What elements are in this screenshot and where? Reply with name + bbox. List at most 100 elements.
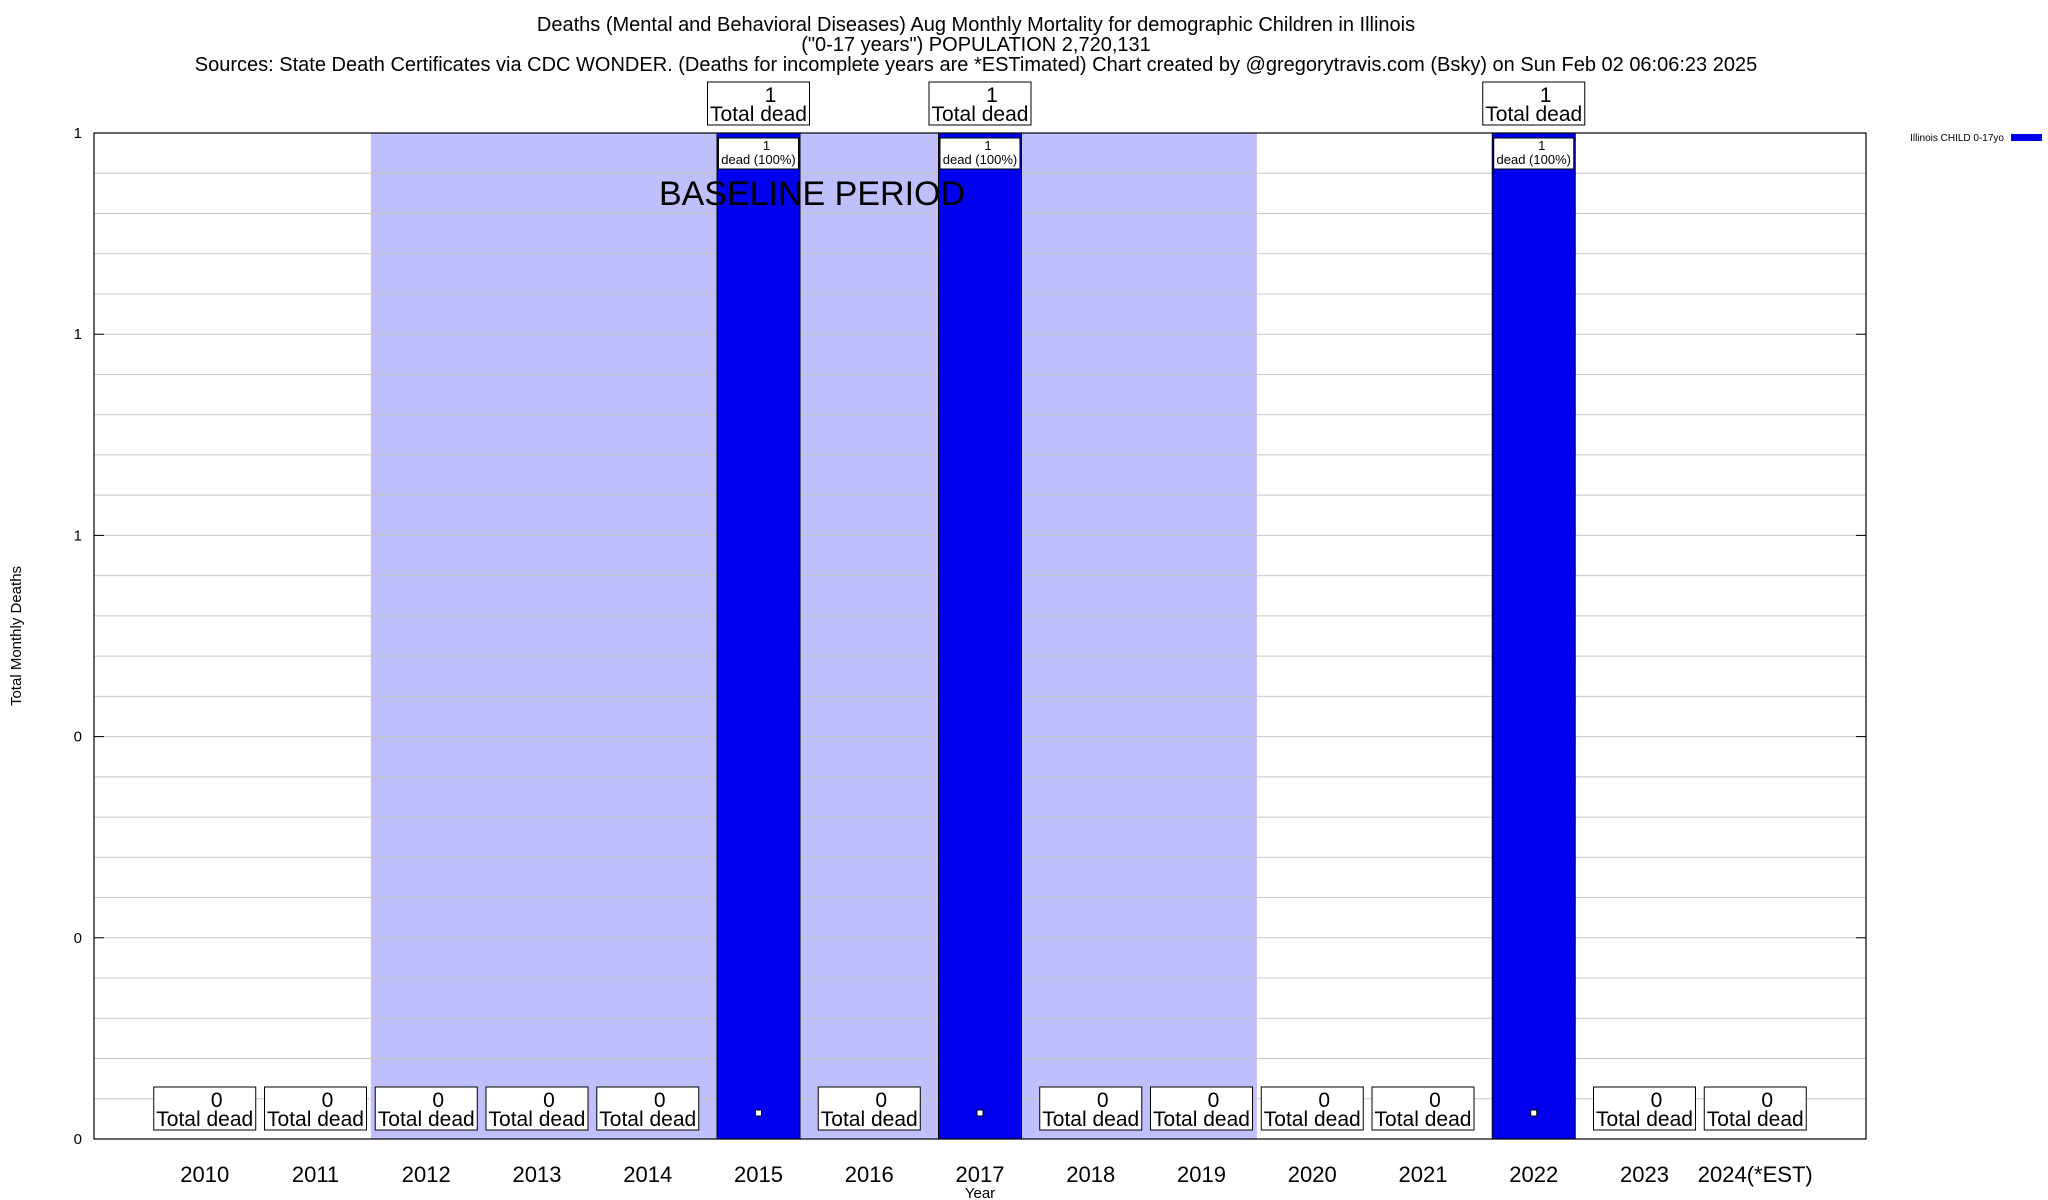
total-label-text: Total dead — [1264, 1108, 1361, 1131]
total-label-text: Total dead — [1375, 1108, 1472, 1131]
total-label-box — [374, 1086, 478, 1131]
x-tick-label: 2020 — [1288, 1162, 1337, 1187]
x-tick-label: 2014 — [623, 1162, 672, 1187]
total-label-text: Total dead — [378, 1108, 475, 1131]
total-label-text: Total dead — [1485, 103, 1582, 126]
total-label-box — [1371, 1086, 1475, 1131]
x-tick-label: 2018 — [1066, 1162, 1115, 1187]
bars — [716, 132, 1576, 1140]
plot-border — [93, 132, 1867, 1140]
total-label-text: Total dead — [821, 1108, 918, 1131]
bar-2022 — [1491, 132, 1576, 1140]
total-label-text: Total dead — [932, 103, 1029, 126]
bar-label-box — [1493, 137, 1575, 170]
total-label-box — [1593, 1086, 1696, 1131]
baseline-period-label: BASELINE PERIOD — [659, 175, 965, 213]
bar-label-text: dead (100%) — [1497, 152, 1571, 167]
chart-title-line: ("0-17 years") POPULATION 2,720,131 — [801, 34, 1151, 56]
total-label-box — [264, 1086, 367, 1131]
total-label-text: Total dead — [1042, 1108, 1139, 1131]
total-label-box — [153, 1086, 257, 1131]
total-label-value: 0 — [654, 1089, 666, 1112]
total-label-value: 0 — [1318, 1089, 1330, 1112]
total-label-text: Total dead — [267, 1108, 364, 1131]
x-tick-label: 2010 — [180, 1162, 229, 1187]
total-label-text: Total dead — [1596, 1108, 1693, 1131]
total-label-text: Total dead — [1707, 1108, 1804, 1131]
total-label-box — [928, 81, 1032, 126]
total-label-value: 1 — [986, 84, 998, 107]
x-tick-label: 2016 — [845, 1162, 894, 1187]
total-label-value: 0 — [322, 1089, 334, 1112]
total-label-box — [707, 81, 810, 126]
bar-label-box — [718, 137, 799, 170]
baseline-period-band — [370, 133, 1257, 1139]
x-tick-label: 2015 — [734, 1162, 783, 1187]
total-label-box — [1482, 81, 1586, 126]
total-label-text: Total dead — [489, 1108, 586, 1131]
total-label-box — [1039, 1086, 1143, 1131]
bar-2015 — [716, 132, 801, 1140]
chart-title-line: Deaths (Mental and Behavioral Diseases) … — [537, 14, 1415, 36]
total-label-value: 0 — [211, 1089, 223, 1112]
x-tick-label: 2023 — [1620, 1162, 1669, 1187]
total-label-text: Total dead — [710, 103, 807, 126]
bar-label-value: 1 — [984, 138, 991, 153]
x-axis-label: Year — [965, 1185, 995, 1200]
chart-title-line: Sources: State Death Certificates via CD… — [195, 54, 1757, 76]
total-label-box — [596, 1086, 700, 1131]
x-tick-label: 2024(*EST) — [1698, 1162, 1813, 1187]
total-label-value: 0 — [543, 1089, 555, 1112]
total-label-box — [1150, 1086, 1253, 1131]
bar-label-text: dead (100%) — [721, 152, 795, 167]
y-tick-label: 0 — [74, 1131, 82, 1148]
x-point-marker — [755, 1109, 762, 1117]
total-label-text: Total dead — [1153, 1108, 1250, 1131]
bar-label-text: dead (100%) — [943, 152, 1017, 167]
y-axis: 0 0 0 1 1 1 Total Monthly Deaths — [8, 125, 1866, 1148]
baseline-label-group: BASELINE PERIOD — [659, 175, 965, 213]
total-label-text: Total dead — [156, 1108, 253, 1131]
total-label-text: Total dead — [599, 1108, 696, 1131]
total-label-box — [485, 1086, 589, 1131]
total-label-box — [1703, 1086, 1807, 1131]
x-tick-label: 2017 — [956, 1162, 1005, 1187]
y-tick-label: 1 — [74, 527, 82, 544]
x-tick-label: 2012 — [402, 1162, 451, 1187]
x-tick-label: 2013 — [513, 1162, 562, 1187]
total-label-value: 0 — [1761, 1089, 1773, 1112]
total-label-value: 0 — [1651, 1089, 1663, 1112]
x-point-marker — [1530, 1109, 1538, 1117]
total-label-box — [1260, 1086, 1364, 1131]
bar-label-value: 1 — [1538, 138, 1545, 153]
x-tick-label: 2011 — [292, 1162, 339, 1187]
x-tick-label: 2022 — [1509, 1162, 1558, 1187]
legend: Illinois CHILD 0-17yo — [1910, 133, 2042, 144]
total-label-value: 0 — [1208, 1089, 1220, 1112]
bar-label-value: 1 — [763, 138, 770, 153]
plot-frame — [93, 132, 1867, 1140]
y-tick-label: 1 — [74, 326, 82, 343]
legend-swatch — [2011, 134, 2042, 141]
baseline-period-shading — [370, 133, 1257, 1139]
y-tick-label: 0 — [74, 930, 82, 947]
total-label-value: 1 — [1540, 84, 1552, 107]
y-tick-label: 1 — [74, 125, 82, 142]
y-tick-label: 0 — [74, 729, 82, 746]
x-point-marker — [976, 1109, 984, 1117]
total-label-box — [817, 1086, 921, 1131]
total-label-value: 0 — [432, 1089, 444, 1112]
chart-title: Deaths (Mental and Behavioral Diseases) … — [195, 14, 1757, 76]
total-label-value: 0 — [875, 1089, 887, 1112]
x-tick-label: 2021 — [1399, 1162, 1448, 1187]
bar-2017 — [938, 132, 1022, 1140]
total-label-value: 0 — [1429, 1089, 1441, 1112]
total-label-value: 1 — [765, 84, 777, 107]
total-label-value: 0 — [1097, 1089, 1109, 1112]
legend-label: Illinois CHILD 0-17yo — [1910, 133, 2004, 144]
y-axis-label: Total Monthly Deaths — [8, 566, 25, 706]
bar-label-box — [939, 137, 1021, 170]
x-tick-label: 2019 — [1177, 1162, 1226, 1187]
